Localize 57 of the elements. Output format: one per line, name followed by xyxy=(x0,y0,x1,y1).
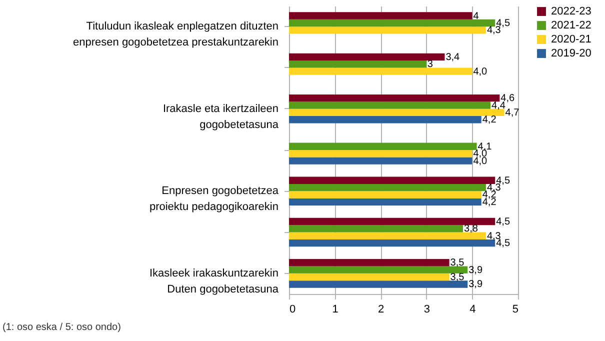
legend-label: 2022-23 xyxy=(551,6,592,18)
y-tick-label: Tituludun ikasleak enplegatzen dituzten enpresen gogobetetzea prestakuntzarekin xyxy=(73,20,278,49)
y-tick-label: Irakasle eta ikertzaileen gogobetetasuna xyxy=(162,102,280,131)
data-label: 4,0 xyxy=(473,66,488,78)
bar xyxy=(289,198,482,206)
bar xyxy=(289,94,500,102)
bar xyxy=(289,280,468,288)
bar xyxy=(289,239,496,247)
bar xyxy=(289,191,482,198)
data-label: 4,2 xyxy=(482,114,497,126)
data-label: 4,4 xyxy=(492,100,506,112)
bar xyxy=(289,273,450,281)
data-label: 4,1 xyxy=(478,141,492,152)
bar xyxy=(289,232,486,240)
data-label: 3 xyxy=(427,59,434,70)
data-label: 4,5 xyxy=(496,216,510,228)
data-label: 3,4 xyxy=(446,52,460,63)
data-label: 4,2 xyxy=(482,196,497,208)
legend-label: 2020-21 xyxy=(551,34,592,46)
bar xyxy=(289,218,496,226)
bar xyxy=(289,60,426,68)
data-label: 4,7 xyxy=(505,107,520,118)
legend-label: 2021-22 xyxy=(551,20,592,32)
data-label: 3,5 xyxy=(450,258,465,269)
x-tick-label: 0 xyxy=(290,304,296,316)
bar xyxy=(289,157,472,164)
data-label: 4,5 xyxy=(496,175,510,186)
text: (1: oso eska / 5: oso ondo) xyxy=(2,322,121,333)
data-label: 4,0 xyxy=(473,156,488,167)
bar xyxy=(289,184,486,192)
bar xyxy=(289,176,496,184)
bar xyxy=(289,102,491,109)
data-label: 3,8 xyxy=(464,224,478,235)
data-label: 3,5 xyxy=(450,272,465,284)
x-tick-label: 2 xyxy=(378,304,384,316)
bar xyxy=(289,53,445,61)
bar xyxy=(289,266,468,274)
x-tick-label: 3 xyxy=(424,304,430,316)
bar xyxy=(289,150,472,158)
y-tick-label: Ikasleek irakaskuntzarekin Duten gogobetetasuna xyxy=(149,267,280,296)
bar xyxy=(289,259,450,266)
bar xyxy=(289,12,472,20)
data-label: 4 xyxy=(473,10,480,22)
x-tick-label: 1 xyxy=(332,304,338,316)
x-tick-label: 4 xyxy=(470,304,476,316)
bar xyxy=(289,26,486,34)
bar xyxy=(289,225,464,232)
bar xyxy=(289,68,472,75)
y-tick-label: Enpresen gogobetetzea proiektu pedagogikoarekin xyxy=(149,185,280,214)
data-label: 3,9 xyxy=(468,279,483,290)
data-label: 3,9 xyxy=(468,264,483,276)
bar xyxy=(289,116,482,124)
bar xyxy=(289,19,496,27)
bar xyxy=(289,108,504,116)
x-tick-label: 5 xyxy=(512,304,518,316)
legend-label: 2019-20 xyxy=(551,48,592,60)
bar xyxy=(289,142,477,150)
